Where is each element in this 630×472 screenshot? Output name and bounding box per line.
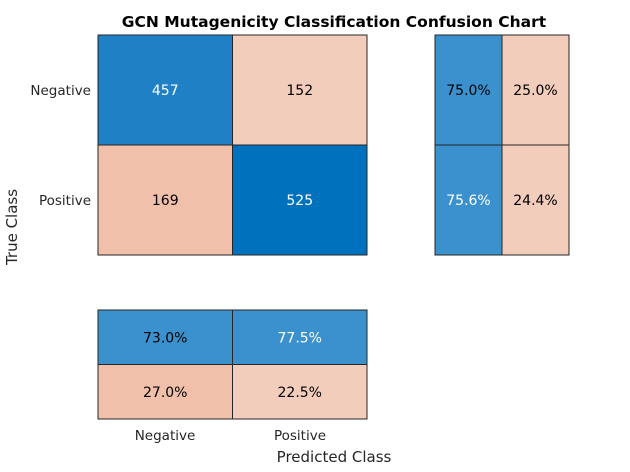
matrix-cell-1-1-rect	[232, 144, 368, 256]
matrix-cell-1-1: 525	[232, 144, 368, 256]
matrix-cell-1-0-rect	[97, 144, 233, 256]
row-summary-cell-0-1: 25.0%	[501, 34, 570, 146]
column-summary: 73.0% 77.5% 27.0% 22.5%	[97, 309, 368, 420]
y-tick-positive: Positive	[39, 193, 91, 209]
row-summary-cell-1-1: 24.4%	[501, 144, 570, 256]
col-summary-cell-0-1-value: 77.5%	[278, 330, 322, 346]
row-summary-cell-1-0-rect	[434, 144, 503, 256]
col-summary-cell-1-1: 22.5%	[232, 364, 368, 420]
x-tick-positive: Positive	[274, 428, 326, 444]
matrix-cell-0-0-rect	[97, 34, 233, 146]
col-summary-cell-1-0-value: 27.0%	[143, 385, 187, 401]
matrix-cell-1-1-value: 525	[286, 193, 313, 209]
col-summary-cell-0-1: 77.5%	[232, 309, 368, 365]
row-summary-cell-0-0-value: 75.0%	[446, 83, 490, 99]
row-summary-cell-0-0-rect	[434, 34, 503, 146]
row-summary-cell-0-1-rect	[501, 34, 570, 146]
col-summary-cell-1-1-value: 22.5%	[278, 385, 322, 401]
matrix-cell-1-0: 169	[97, 144, 233, 256]
x-axis-label: Predicted Class	[277, 448, 392, 466]
col-summary-cell-1-0: 27.0%	[97, 364, 233, 420]
matrix-cell-0-0-value: 457	[152, 83, 179, 99]
col-summary-cell-1-1-rect	[232, 364, 368, 420]
row-summary-cell-1-1-rect	[501, 144, 570, 256]
y-tick-negative: Negative	[30, 83, 91, 99]
row-summary: 75.0% 25.0% 75.6% 24.4%	[434, 34, 570, 256]
matrix-cell-0-1: 152	[232, 34, 368, 146]
row-summary-cell-0-0: 75.0%	[434, 34, 503, 146]
row-summary-cell-1-0-value: 75.6%	[446, 193, 490, 209]
row-summary-cell-1-1-value: 24.4%	[513, 193, 557, 209]
confusion-matrix: 457 152 169 525	[97, 34, 368, 256]
col-summary-cell-0-0: 73.0%	[97, 309, 233, 365]
row-summary-cell-1-0: 75.6%	[434, 144, 503, 256]
matrix-cell-0-1-rect	[232, 34, 368, 146]
col-summary-cell-0-0-value: 73.0%	[143, 330, 187, 346]
chart-title: GCN Mutagenicity Classification Confusio…	[122, 13, 547, 31]
matrix-cell-0-0: 457	[97, 34, 233, 146]
x-tick-negative: Negative	[135, 428, 196, 444]
matrix-cell-0-1-value: 152	[286, 83, 313, 99]
matrix-cell-1-0-value: 169	[152, 193, 179, 209]
row-summary-cell-0-1-value: 25.0%	[513, 83, 557, 99]
col-summary-cell-0-1-rect	[232, 309, 368, 365]
y-axis-label: True Class	[3, 189, 21, 266]
